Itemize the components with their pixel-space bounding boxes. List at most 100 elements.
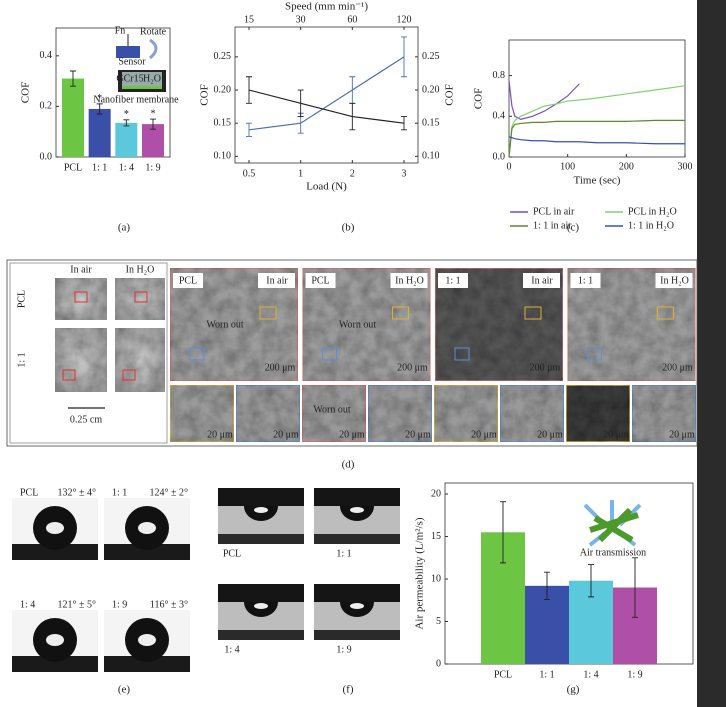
y-tick-label: 20 xyxy=(431,488,441,499)
y2-tick-label: 0.20 xyxy=(422,84,440,95)
highlight xyxy=(254,603,268,609)
highlight xyxy=(46,522,64,534)
x-tick-label: 1: 9 xyxy=(145,162,160,173)
error-bar xyxy=(246,122,252,137)
label-box xyxy=(305,273,336,288)
highlight xyxy=(46,634,64,646)
y2-axis-label: COF xyxy=(444,84,456,105)
droplet xyxy=(244,506,278,521)
detail-scale: 20 μm xyxy=(537,429,563,440)
y-tick-label: 0 xyxy=(436,658,441,669)
bar xyxy=(62,78,84,157)
y-axis-label: Air permeability (L/m²/s) xyxy=(414,517,426,629)
inset-label: Fn xyxy=(115,25,126,36)
annotation: * xyxy=(151,108,156,119)
needle-plate xyxy=(314,488,400,506)
error-bar xyxy=(349,102,356,131)
inset-label: Nanofiber membrane xyxy=(93,94,179,105)
label-box xyxy=(570,273,601,288)
series-line xyxy=(248,89,405,124)
sem-condition: In air xyxy=(531,275,553,286)
scale-label: 0.25 cm xyxy=(70,414,102,425)
y-tick-label: 0.15 xyxy=(214,117,232,128)
y-axis-label: COF xyxy=(20,82,32,103)
roi-box xyxy=(322,347,337,361)
substrate xyxy=(218,534,304,544)
label-box xyxy=(258,273,295,288)
error-bar xyxy=(96,103,103,115)
panel-label: (b) xyxy=(342,222,355,234)
y2-tick-label: 0.10 xyxy=(422,151,440,162)
roi-box xyxy=(122,369,136,381)
needle-plate xyxy=(218,488,304,506)
series-line xyxy=(508,85,686,158)
inset-label: Sensor xyxy=(118,56,146,67)
panel-label: (d) xyxy=(342,459,355,471)
sample-label: 1: 4 xyxy=(20,599,35,610)
highlight xyxy=(350,507,364,513)
sem-sample: 1: 1 xyxy=(578,275,593,286)
sem-sample: 1: 1 xyxy=(445,275,460,286)
substrate xyxy=(218,630,304,640)
x-tick-label: 1: 4 xyxy=(119,162,134,173)
detail-scale: 20 μm xyxy=(669,429,695,440)
x-axis-label: Load (N) xyxy=(306,181,347,193)
bar xyxy=(115,122,138,157)
x-tick-label: PCL xyxy=(494,669,512,680)
sem-sample: PCL xyxy=(311,275,329,286)
x-tick-label: PCL xyxy=(64,162,82,173)
top-tick-label: 15 xyxy=(244,14,254,25)
sample-label: PCL xyxy=(223,548,241,559)
error-bar xyxy=(401,116,407,131)
row-label: PCL xyxy=(16,290,27,308)
sem-scale: 200 μm xyxy=(662,362,693,373)
side-bar xyxy=(697,0,726,707)
sample-label: PCL xyxy=(20,487,38,498)
roi-box xyxy=(454,347,470,361)
substrate xyxy=(12,544,98,560)
detail-scale: 20 μm xyxy=(603,429,629,440)
roi-box xyxy=(657,306,674,320)
plot-frame xyxy=(234,26,419,164)
detail-scale: 20 μm xyxy=(339,429,365,440)
y-axis-label: COF xyxy=(473,88,485,109)
detail-note: Worn out xyxy=(313,404,350,415)
error-bar xyxy=(544,571,550,600)
substrate xyxy=(104,544,190,560)
x-tick-label: 1: 1 xyxy=(539,669,554,680)
detail-scale: 20 μm xyxy=(273,429,299,440)
sem-condition: In air xyxy=(266,275,288,286)
roi-box xyxy=(259,306,277,320)
y-tick-label: 0.20 xyxy=(214,84,232,95)
droplet xyxy=(244,602,278,617)
optical-image xyxy=(55,278,107,320)
row-label: 1: 1 xyxy=(16,352,27,367)
needle-plate xyxy=(314,584,400,602)
detail-image xyxy=(499,384,565,443)
series-line xyxy=(248,56,405,131)
substrate xyxy=(104,656,190,672)
roi-box xyxy=(74,291,88,303)
error-bar xyxy=(297,89,304,118)
column-label: In H₂O xyxy=(126,264,155,275)
y-tick-label: 0.0 xyxy=(40,151,53,162)
roi-box xyxy=(524,306,542,320)
detail-image xyxy=(169,384,235,443)
substrate xyxy=(314,630,400,640)
contact-angle: 132° ± 4° xyxy=(58,487,97,498)
inset-membrane xyxy=(122,86,162,89)
contact-angle: 121° ± 5° xyxy=(58,599,97,610)
series-line xyxy=(508,136,685,145)
sem-scale: 200 μm xyxy=(397,362,428,373)
error-bar xyxy=(401,36,407,78)
y-tick-label: 0.4 xyxy=(493,111,506,122)
highlight xyxy=(138,522,156,534)
contact-angle: 124° ± 2° xyxy=(150,487,189,498)
y2-tick-label: 0.15 xyxy=(422,117,440,128)
sample-label: 1: 1 xyxy=(336,548,351,559)
error-bar xyxy=(500,501,506,564)
plot-frame xyxy=(55,27,171,158)
x-tick-label: 1 xyxy=(298,168,303,179)
y-tick-label: 0.10 xyxy=(214,151,232,162)
annotation: * xyxy=(124,109,129,120)
